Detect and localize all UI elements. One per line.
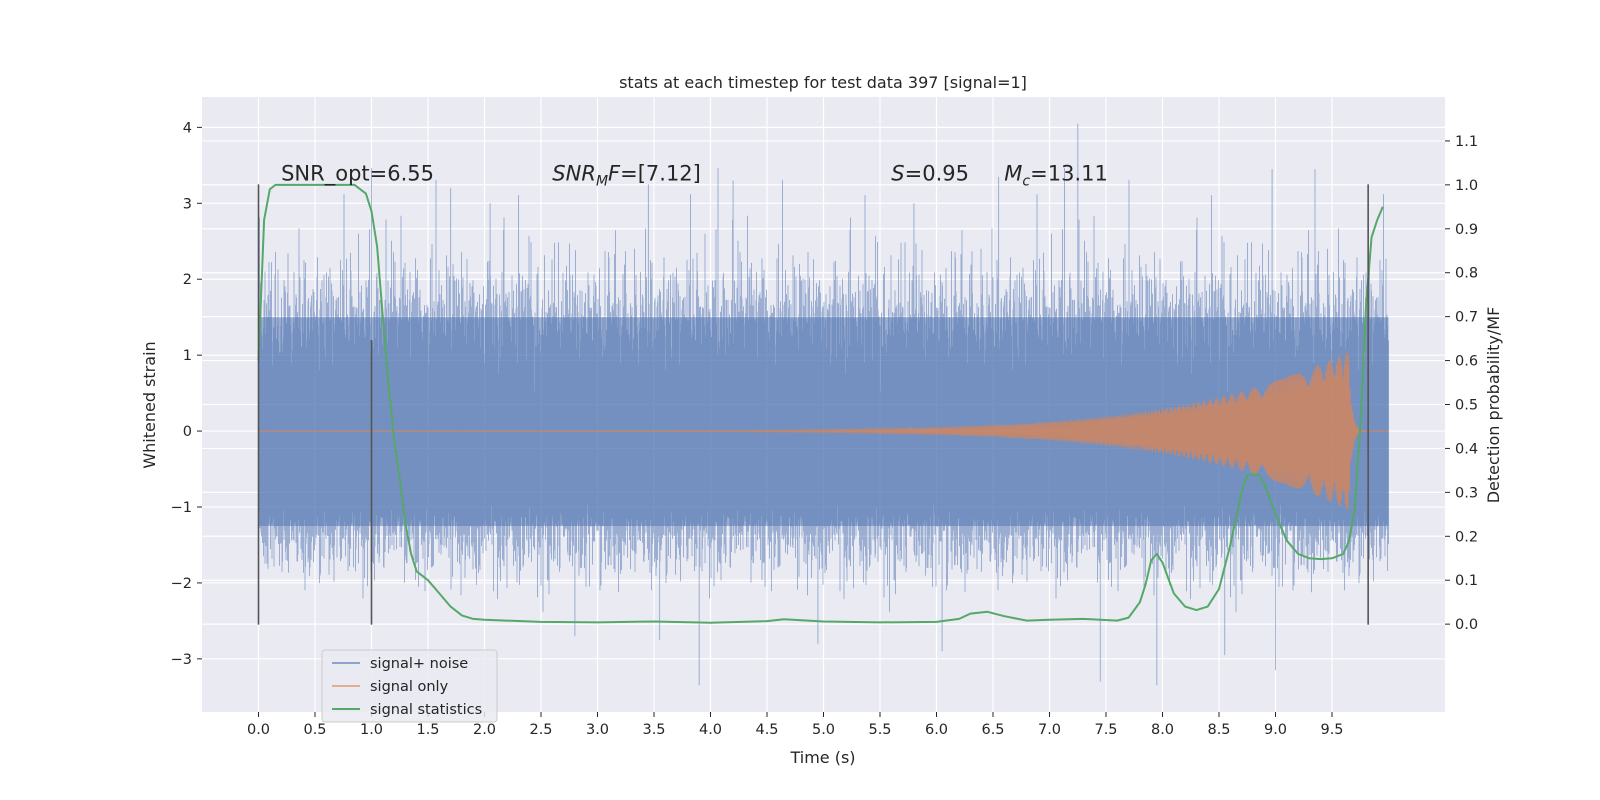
- legend-label-signal-only: signal only: [370, 679, 449, 695]
- annotation-mc: Mc=13.11: [1004, 162, 1108, 190]
- plot-layer: [257, 123, 1389, 686]
- legend-label-signal-noise: signal+ noise: [370, 656, 468, 672]
- y-tick-label-right: 0.8: [1455, 266, 1478, 282]
- x-tick-label: 1.5: [416, 722, 439, 738]
- x-tick-label: 4.5: [755, 722, 778, 738]
- vertical-markers: [257, 184, 1369, 625]
- annotation-s: S=0.95: [891, 162, 969, 186]
- y-axis-label-left: Whitened strain: [140, 341, 159, 468]
- y-tick-label-right: 0.6: [1455, 354, 1478, 370]
- x-tick-label: 3.0: [586, 722, 609, 738]
- chart-title: stats at each timestep for test data 397…: [619, 73, 1027, 92]
- y-tick-label-right: 0.0: [1455, 617, 1478, 633]
- x-tick-label: 0.0: [247, 722, 270, 738]
- x-tick-label: 8.0: [1151, 722, 1174, 738]
- x-tick-label: 5.0: [812, 722, 835, 738]
- y-tick-label-right: 0.7: [1455, 310, 1478, 326]
- y-tick-label: −2: [171, 576, 192, 592]
- x-tick-label: 8.5: [1207, 722, 1230, 738]
- x-tick-label: 6.0: [925, 722, 948, 738]
- x-tick-label: 2.0: [473, 722, 496, 738]
- y-ticks-right: 0.0 0.1 0.2 0.3 0.4 0.5 0.6 0.7 0.8 0.9 1.0 1.1: [1445, 134, 1478, 633]
- x-tick-label: 1.0: [360, 722, 383, 738]
- x-tick-label: 9.0: [1264, 722, 1287, 738]
- y-tick-label: 3: [183, 196, 192, 212]
- y-tick-label-right: 0.5: [1455, 398, 1478, 414]
- annotations: SNR_opt=6.55 SNRMF=[7.12] S=0.95 Mc=13.11: [281, 162, 1108, 190]
- y-tick-label: 2: [183, 272, 192, 288]
- y-tick-label: −1: [171, 500, 192, 516]
- y-tick-label: 0: [183, 424, 192, 440]
- x-axis-label: Time (s): [789, 748, 855, 767]
- legend: signal+ noise signal only signal statist…: [321, 649, 498, 723]
- y-tick-label-right: 1.1: [1455, 134, 1478, 150]
- annotation-snr-opt: SNR_opt=6.55: [281, 162, 434, 187]
- plot-clip-group: [257, 123, 1389, 686]
- y-tick-label-right: 0.2: [1455, 529, 1478, 545]
- x-tick-label: 9.5: [1320, 722, 1343, 738]
- y-tick-label-right: 1.0: [1455, 178, 1478, 194]
- y-tick-label: 1: [183, 348, 192, 364]
- y-tick-label-right: 0.3: [1455, 485, 1478, 501]
- x-tick-label: 7.0: [1038, 722, 1061, 738]
- y-axis-label-right: Detection probability/MF: [1484, 307, 1503, 504]
- y-tick-label-right: 0.1: [1455, 573, 1478, 589]
- y-tick-label: −3: [171, 652, 192, 668]
- x-ticks: 0.0 0.5 1.0 1.5 2.0 2.5 3.0 3.5 4.0 4.5 5.0 5.5 6.0 6…: [247, 712, 1344, 738]
- y-tick-label-right: 0.4: [1455, 441, 1478, 457]
- x-tick-label: 6.5: [981, 722, 1004, 738]
- x-tick-label: 5.5: [868, 722, 891, 738]
- y-tick-label-right: 0.9: [1455, 222, 1478, 238]
- legend-label-signal-statistics: signal statistics: [370, 702, 482, 718]
- x-tick-label: 2.5: [529, 722, 552, 738]
- x-tick-label: 7.5: [1094, 722, 1117, 738]
- y-ticks-left: −3 −2 −1 0 1 2 3 4: [171, 120, 202, 668]
- x-tick-label: 4.0: [699, 722, 722, 738]
- annotation-snr-mf: SNRMF=[7.12]: [552, 162, 701, 190]
- y-tick-label: 4: [183, 120, 192, 136]
- series-signal-only: [258, 351, 1389, 510]
- x-tick-label: 0.5: [303, 722, 326, 738]
- legend-frame: [321, 649, 498, 723]
- x-tick-label: 3.5: [642, 722, 665, 738]
- series-signal-statistics: [257, 183, 1384, 624]
